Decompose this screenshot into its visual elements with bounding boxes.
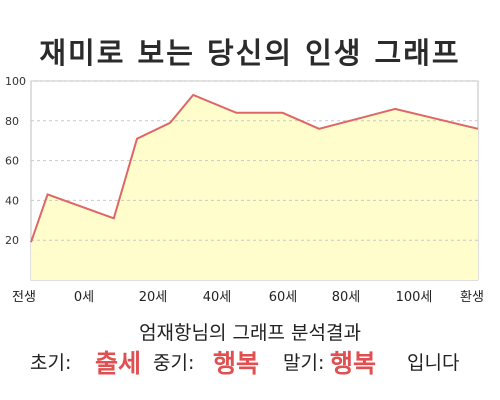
y-tick-label: 60 <box>5 155 19 168</box>
x-tick-label: 20세 <box>139 290 168 305</box>
y-tick-label: 100 <box>5 75 26 88</box>
analysis-summary: 엄재항님의 그래프 분석결과 <box>139 322 361 344</box>
x-tick-label: 환생 <box>460 290 484 305</box>
x-tick-label: 80세 <box>332 290 361 305</box>
y-tick-label: 20 <box>5 234 19 247</box>
mid-stage-label: 중기: <box>153 352 195 374</box>
early-stage-value: 출세 <box>95 349 142 378</box>
series-line <box>30 93 479 243</box>
x-tick-label: 전생 <box>12 290 36 305</box>
x-tick-label: 40세 <box>203 290 232 305</box>
early-stage-label: 초기: <box>30 352 72 374</box>
area-fill <box>31 94 478 281</box>
x-tick-label: 0세 <box>74 290 94 305</box>
y-tick-label: 40 <box>5 194 19 207</box>
result-suffix: 입니다 <box>407 352 460 374</box>
x-tick-label: 100세 <box>396 290 433 305</box>
y-tick-label: 80 <box>5 115 19 128</box>
mid-stage-value: 행복 <box>213 349 260 378</box>
late-stage-value: 행복 <box>330 349 377 378</box>
late-stage-label: 말기: <box>283 352 325 374</box>
chart-title: 재미로 보는 당신의 인생 그래프 <box>39 36 461 70</box>
x-tick-label: 60세 <box>269 290 298 305</box>
